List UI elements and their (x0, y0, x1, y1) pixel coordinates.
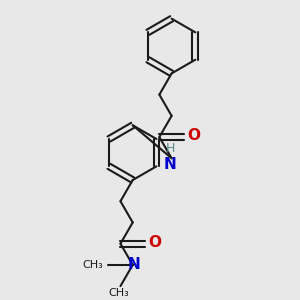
Text: H: H (166, 142, 175, 155)
Text: O: O (148, 235, 161, 250)
Text: N: N (164, 158, 176, 172)
Text: CH₃: CH₃ (109, 288, 129, 298)
Text: O: O (187, 128, 200, 143)
Text: CH₃: CH₃ (82, 260, 103, 270)
Text: N: N (128, 257, 140, 272)
